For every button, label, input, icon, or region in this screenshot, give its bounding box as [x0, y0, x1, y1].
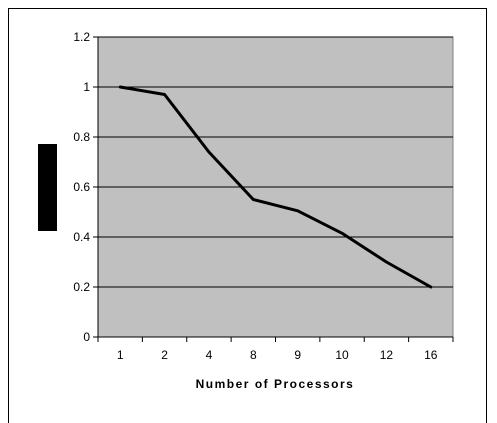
y-tick-label-1: 0.2	[73, 280, 90, 294]
y-tick-label-4: 0.8	[73, 130, 90, 144]
x-tick-label-2: 4	[206, 348, 213, 362]
y-tick-label-0: 0	[83, 330, 90, 344]
series-line-0	[118, 85, 433, 289]
x-axis-title: Number of Processors	[196, 377, 355, 391]
gridlines	[98, 36, 453, 288]
y-tick-label-3: 0.6	[73, 180, 90, 194]
x-tick-label-1: 2	[161, 348, 168, 362]
y-tick-label-2: 0.4	[73, 230, 90, 244]
x-tick-label-3: 8	[250, 348, 257, 362]
x-tick-label-4: 9	[294, 348, 301, 362]
x-tick-label-7: 16	[424, 348, 438, 362]
chart-frame	[8, 8, 487, 423]
y-axis-ticks: 0 0.2 0.4 0.6 0.8 1 1.2	[73, 30, 98, 344]
y-tick-label-6: 1.2	[73, 30, 90, 44]
x-tick-label-6: 12	[380, 348, 394, 362]
x-axis-ticks: 1 2 4 8 9 10 12 16	[97, 337, 454, 362]
y-axis-label-block	[38, 144, 57, 231]
x-tick-label-5: 10	[335, 348, 349, 362]
y-tick-label-5: 1	[83, 80, 90, 94]
x-tick-label-0: 1	[117, 348, 124, 362]
series-group	[118, 85, 433, 289]
